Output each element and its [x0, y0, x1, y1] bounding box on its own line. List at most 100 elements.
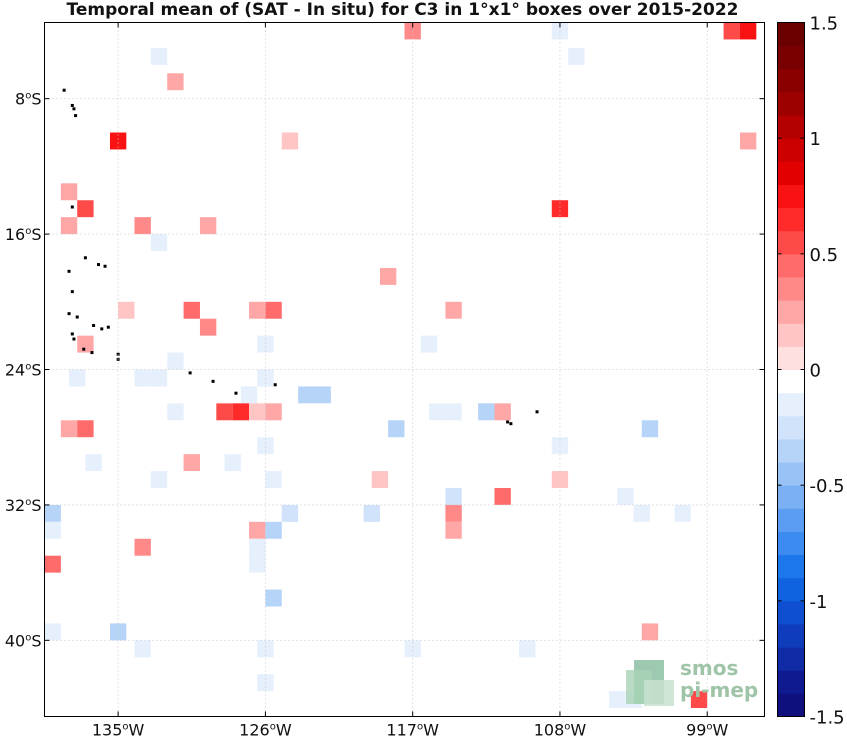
data-cell [568, 47, 585, 65]
data-cell [134, 369, 151, 387]
data-cell [371, 471, 389, 488]
data-cell [199, 217, 217, 235]
island [83, 256, 87, 260]
island [67, 312, 71, 316]
data-cell [150, 369, 168, 387]
island [100, 327, 104, 331]
island [234, 391, 238, 395]
colorbar-block [777, 647, 805, 671]
smos-pimep-logo: smos pi-mep [622, 656, 762, 710]
data-cell [109, 132, 127, 150]
data-cell [723, 22, 740, 40]
colorbar-block [777, 485, 805, 509]
data-cell [134, 640, 151, 658]
colorbar-block [777, 346, 805, 370]
colorbar-block [777, 369, 805, 394]
island [188, 371, 192, 375]
data-cell [216, 403, 233, 421]
data-cell [633, 504, 650, 522]
x-tick-label: 108oW [534, 721, 587, 740]
logo-text-smos: smos [680, 656, 739, 680]
data-cell [690, 691, 708, 709]
colorbar-block [777, 438, 805, 463]
data-cell [641, 420, 659, 438]
data-cell [249, 555, 266, 573]
data-cell [379, 267, 397, 285]
data-cell [674, 504, 691, 522]
colorbar-block [777, 68, 805, 93]
data-cell [134, 217, 151, 235]
data-cell [69, 369, 86, 387]
data-cell [641, 623, 659, 641]
data-cell [77, 420, 94, 438]
island [75, 315, 79, 319]
data-cell [265, 589, 282, 607]
map-frame [44, 22, 765, 717]
data-cell [150, 471, 168, 488]
island [273, 383, 277, 387]
colorbar-tick-label: -0.5 [810, 476, 845, 497]
data-cell [199, 318, 217, 336]
map-title: Temporal mean of (SAT - In situ) for C3 … [66, 0, 739, 20]
colorbar-tick-label: 0.5 [810, 245, 839, 266]
x-tick-label: 99oW [686, 721, 728, 740]
data-cell [77, 335, 94, 353]
data-cell [224, 454, 241, 472]
data-cell [60, 420, 78, 438]
data-cell [404, 640, 421, 658]
data-cell [281, 504, 299, 522]
island [506, 420, 510, 424]
data-cell [445, 301, 462, 319]
colorbar-block [777, 693, 805, 717]
island [97, 263, 100, 267]
data-cell [617, 487, 634, 505]
x-tick-label: 135oW [92, 721, 145, 740]
colorbar-block [777, 45, 805, 70]
data-cell [494, 487, 511, 505]
data-cell [445, 403, 462, 421]
data-cell [265, 403, 282, 421]
colorbar-block [777, 22, 805, 47]
island [116, 352, 120, 356]
island [90, 351, 94, 355]
data-cell [249, 538, 266, 556]
data-cell [445, 504, 462, 522]
colorbar-block [777, 91, 805, 116]
data-cell [257, 369, 274, 387]
island [106, 325, 110, 329]
island [535, 410, 539, 414]
data-cell [265, 521, 282, 539]
colorbar-block [777, 462, 805, 486]
data-cell [257, 437, 274, 455]
colorbar-block [777, 184, 805, 209]
data-cell [551, 200, 569, 218]
data-cell [551, 471, 569, 488]
data-cell [249, 403, 266, 421]
data-cell [60, 183, 78, 201]
colorbar-block [777, 115, 805, 139]
island [70, 332, 74, 336]
islands [62, 88, 539, 426]
data-cell [281, 132, 299, 150]
island [211, 379, 215, 383]
y-tick-label: 24oS [5, 361, 42, 380]
data-cell [150, 47, 168, 65]
data-cell [739, 22, 757, 40]
colorbar-block [777, 138, 805, 162]
y-tick-label: 32oS [5, 496, 42, 515]
colorbar-blocks [777, 22, 805, 717]
data-cell [85, 454, 102, 472]
colorbar-block [777, 600, 805, 625]
colorbar-ticks: 1.5 1 0.5 0 -0.5 -1 -1.5 [777, 14, 845, 729]
colorbar-block [777, 253, 805, 278]
x-tick-label: 117oW [386, 721, 439, 740]
data-cell [44, 504, 61, 522]
island [62, 88, 66, 92]
data-cell [494, 403, 511, 421]
data-cell [257, 335, 274, 353]
data-cell [134, 538, 151, 556]
data-cell [257, 640, 274, 658]
data-cell [44, 555, 61, 573]
